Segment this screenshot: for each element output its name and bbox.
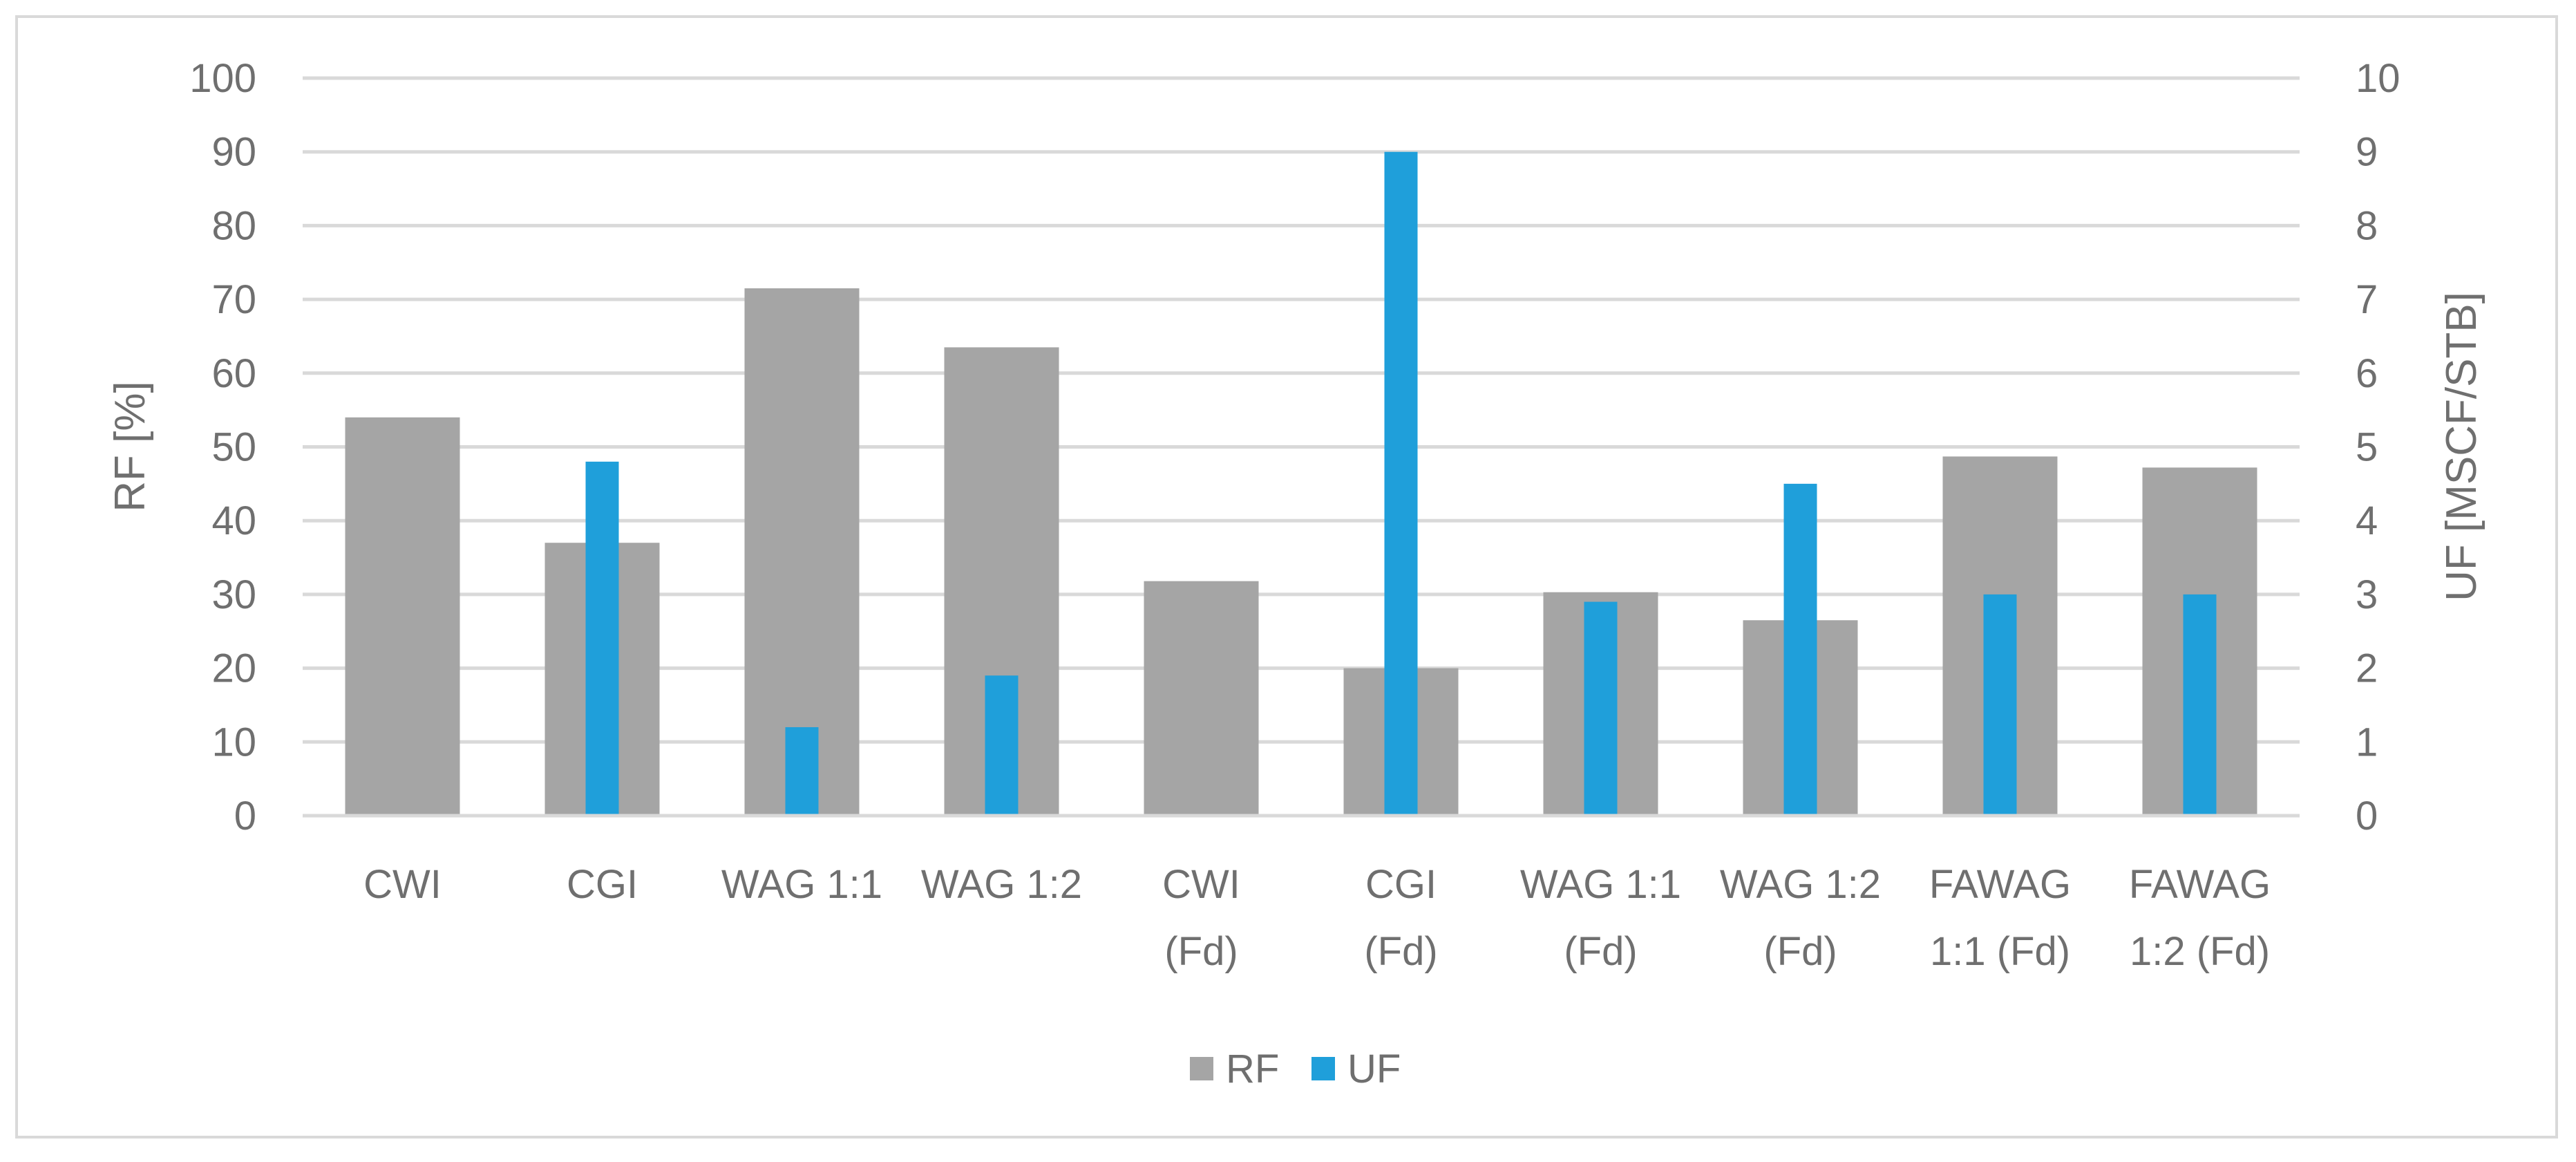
x-tick-label: FAWAG bbox=[2129, 862, 2271, 907]
left-tick-label: 30 bbox=[211, 572, 256, 617]
right-tick-label: 2 bbox=[2356, 646, 2378, 691]
bar-uf bbox=[985, 675, 1019, 816]
bar-uf bbox=[1584, 601, 1618, 816]
legend-label-rf: RF bbox=[1226, 1047, 1279, 1091]
x-tick-label: (Fd) bbox=[1763, 929, 1837, 974]
x-tick-label: CGI bbox=[1365, 862, 1437, 907]
x-tick-label: FAWAG bbox=[1929, 862, 2071, 907]
bar-uf bbox=[2183, 594, 2217, 816]
x-tick-label: CWI bbox=[1162, 862, 1240, 907]
right-tick-label: 4 bbox=[2356, 498, 2378, 543]
bar-uf bbox=[785, 727, 819, 816]
bar-uf bbox=[1983, 594, 2017, 816]
rf-bars bbox=[345, 288, 2257, 816]
left-axis-ticks: 0 10 20 30 40 50 60 70 80 90 100 bbox=[189, 56, 256, 838]
left-tick-label: 100 bbox=[189, 56, 256, 101]
right-axis-ticks: 0 1 2 3 4 5 6 7 8 9 10 bbox=[2356, 56, 2400, 838]
left-tick-label: 60 bbox=[211, 351, 256, 396]
x-tick-label: (Fd) bbox=[1164, 929, 1238, 974]
legend-swatch-rf bbox=[1190, 1057, 1213, 1080]
left-tick-label: 10 bbox=[211, 720, 256, 765]
legend-label-uf: UF bbox=[1347, 1047, 1401, 1091]
right-tick-label: 8 bbox=[2356, 203, 2378, 248]
chart-frame: 0 10 20 30 40 50 60 70 80 90 100 0 1 2 3 4 5 6 7 8 9 10 CWI C… bbox=[15, 15, 2558, 1138]
x-tick-label: CWI bbox=[363, 862, 442, 907]
x-tick-label: (Fd) bbox=[1564, 929, 1637, 974]
x-tick-label: WAG 1:2 bbox=[1720, 862, 1881, 907]
left-tick-label: 80 bbox=[211, 203, 256, 248]
right-axis-title: UF [MSCF/STB] bbox=[2438, 292, 2485, 601]
x-tick-label: 1:1 (Fd) bbox=[1930, 929, 2070, 974]
right-tick-label: 7 bbox=[2356, 277, 2378, 322]
right-tick-label: 1 bbox=[2356, 720, 2378, 765]
x-tick-label: WAG 1:1 bbox=[721, 862, 882, 907]
left-tick-label: 90 bbox=[211, 130, 256, 175]
x-axis-ticks: CWI CGI WAG 1:1 WAG 1:2 CWI (Fd) CGI (Fd) WAG 1:… bbox=[363, 862, 2271, 974]
left-tick-label: 50 bbox=[211, 425, 256, 470]
right-tick-label: 0 bbox=[2356, 794, 2378, 838]
uf-bars bbox=[303, 151, 2300, 818]
right-tick-label: 9 bbox=[2356, 130, 2378, 175]
x-tick-label: (Fd) bbox=[1364, 929, 1437, 974]
x-tick-label: CGI bbox=[567, 862, 638, 907]
legend-swatch-uf bbox=[1311, 1057, 1335, 1080]
left-tick-label: 0 bbox=[234, 794, 256, 838]
x-tick-label: WAG 1:2 bbox=[921, 862, 1082, 907]
right-tick-label: 6 bbox=[2356, 351, 2378, 396]
bar-uf bbox=[1783, 483, 1817, 816]
x-tick-label: WAG 1:1 bbox=[1520, 862, 1681, 907]
bar-uf bbox=[1384, 151, 1418, 816]
x-tick-label: 1:2 (Fd) bbox=[2130, 929, 2270, 974]
right-tick-label: 10 bbox=[2356, 56, 2400, 101]
bar-rf bbox=[345, 417, 460, 816]
left-tick-label: 70 bbox=[211, 277, 256, 322]
right-tick-label: 3 bbox=[2356, 572, 2378, 617]
right-tick-label: 5 bbox=[2356, 425, 2378, 470]
left-axis-title: RF [%] bbox=[106, 381, 154, 512]
left-tick-label: 20 bbox=[211, 646, 256, 691]
bar-rf bbox=[1144, 581, 1259, 816]
legend: RF UF bbox=[1190, 1047, 1401, 1091]
bar-uf bbox=[585, 461, 619, 816]
left-tick-label: 40 bbox=[211, 498, 256, 543]
